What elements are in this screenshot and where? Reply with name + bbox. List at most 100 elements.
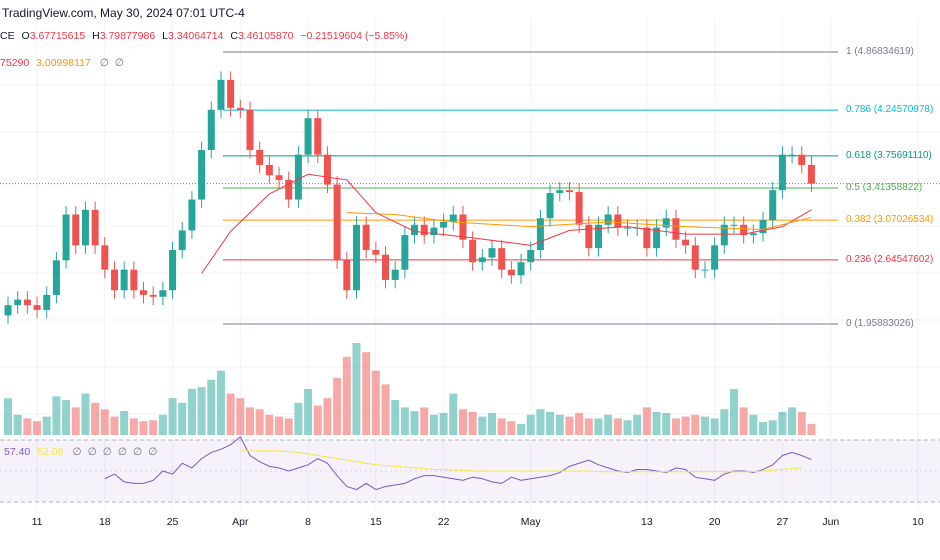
candle (33, 305, 41, 310)
volume-bar (381, 384, 390, 435)
hidden-icon[interactable]: ∅ (133, 446, 143, 458)
volume-bar (187, 389, 196, 435)
volume-bar (546, 412, 555, 435)
candle (682, 239, 690, 246)
candle (362, 224, 370, 251)
high-label: H (92, 30, 100, 42)
candle (469, 239, 477, 263)
time-axis-label: Apr (232, 516, 249, 528)
volume-bar (691, 414, 700, 435)
candle (391, 269, 399, 280)
candle (246, 109, 254, 150)
volume-bar (449, 393, 458, 435)
hidden-icon[interactable]: ∅ (148, 446, 158, 458)
rsi-legend: 57.40 52.06 ∅ ∅ ∅ ∅ ∅ ∅ (4, 446, 157, 458)
volume-bar (681, 416, 690, 435)
time-axis-label: 10 (912, 516, 924, 528)
volume-bar (710, 418, 719, 435)
volume-bar (246, 407, 254, 435)
hidden-icon[interactable]: ∅ (87, 446, 97, 458)
hidden-icon[interactable]: ∅ (99, 57, 109, 69)
volume-bar (478, 416, 487, 435)
volume-bar (265, 414, 274, 435)
candle (440, 221, 448, 228)
volume-bar (739, 407, 748, 435)
change-value: −0.21519604 (−5.85%) (300, 30, 408, 42)
time-axis-label: 8 (305, 516, 311, 528)
candle (333, 184, 341, 261)
candle (62, 214, 70, 261)
candle (769, 190, 777, 221)
candle (498, 248, 506, 270)
candle (275, 175, 283, 180)
candle (304, 118, 312, 155)
time-axis-label: 22 (437, 516, 450, 528)
candle (672, 218, 680, 240)
volume-bar (110, 416, 119, 435)
candle (343, 260, 351, 291)
rsi-ma-line (240, 450, 802, 473)
hidden-icon[interactable]: ∅ (102, 446, 112, 458)
fib-level-label: 0.618 (3.75691110) (846, 149, 932, 161)
candle (759, 220, 767, 234)
candle (478, 257, 486, 263)
candle (614, 214, 622, 228)
time-axis-label: 25 (166, 516, 179, 528)
candle (323, 154, 331, 185)
open-value: 3.67715615 (29, 30, 86, 42)
candle (575, 192, 583, 225)
candle (217, 79, 225, 110)
hidden-icon[interactable]: ∅ (114, 57, 125, 69)
volume-bar (497, 418, 506, 435)
candle (749, 233, 757, 236)
volume-bar (4, 398, 12, 435)
time-axis-label: 11 (31, 516, 43, 528)
volume-bar (642, 407, 651, 435)
hidden-icon[interactable]: ∅ (72, 446, 82, 458)
candle (23, 299, 31, 306)
low-value: 3.34064714 (167, 30, 224, 42)
candle (72, 214, 80, 246)
candle (643, 227, 651, 249)
open-label: O (21, 30, 30, 42)
candle (546, 192, 554, 219)
candle (488, 248, 496, 258)
volume-bar (652, 412, 661, 435)
volume-bar (13, 414, 22, 435)
volume-bar (313, 405, 322, 435)
volume-bar (410, 411, 419, 435)
volume-bar (197, 387, 206, 435)
volume-bar (33, 421, 42, 435)
candle (256, 149, 264, 165)
volume-bar (400, 407, 409, 435)
volume-bar (333, 377, 342, 435)
candle (178, 230, 186, 251)
candle (411, 224, 419, 236)
volume-bar (468, 412, 477, 435)
volume-bar (129, 418, 138, 435)
candle (720, 224, 728, 246)
volume-bar (342, 356, 351, 435)
volume-bar (507, 421, 516, 435)
ma-legend: 75290 3.00998117 ∅ ∅ (0, 57, 124, 69)
ema-fast-line (201, 173, 812, 274)
time-axis-label: May (520, 516, 541, 528)
volume-bar (236, 398, 245, 435)
volume-bar (323, 398, 332, 435)
candle (52, 260, 60, 295)
volume-bar (565, 416, 574, 435)
candle (91, 209, 99, 246)
volume-bar (633, 414, 642, 435)
candle (130, 269, 138, 291)
volume-bar (429, 414, 438, 435)
hidden-icon[interactable]: ∅ (117, 446, 128, 458)
volume-bar (23, 418, 32, 435)
fib-level-label: 0 (1.95883026) (846, 317, 914, 329)
volume-bar (575, 412, 584, 435)
candle (236, 107, 244, 110)
volume-bar (730, 389, 738, 435)
candle (140, 290, 148, 295)
candle (517, 262, 525, 276)
chart-title: TradingView.com, May 30, 2024 07:01 UTC-… (2, 6, 245, 20)
